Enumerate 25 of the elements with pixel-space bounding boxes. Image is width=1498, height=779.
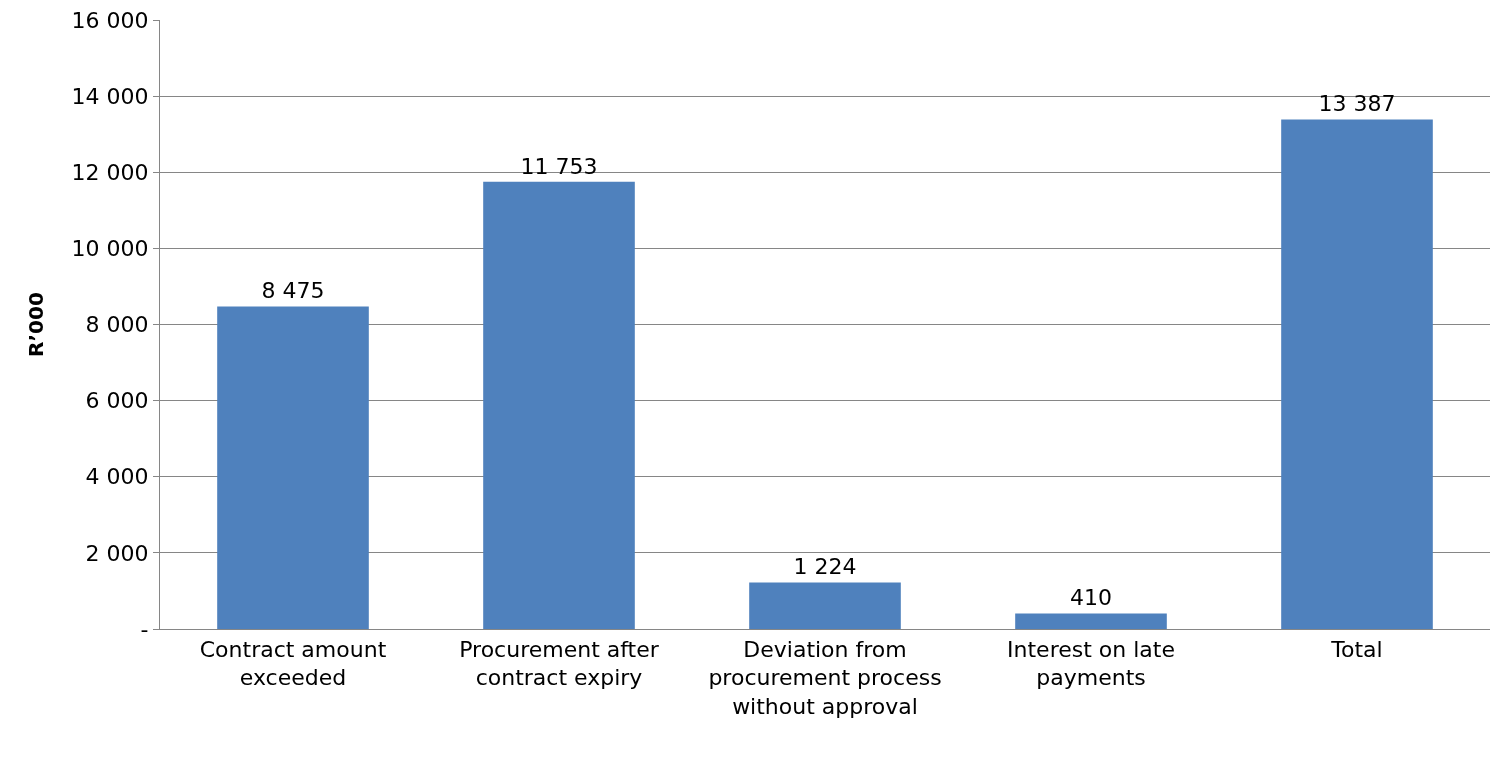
bar	[1281, 119, 1433, 629]
x-tick-label: Deviation from procurement process without approval	[708, 636, 942, 719]
bar	[749, 582, 901, 629]
x-tick-label: Total	[1330, 636, 1383, 662]
data-label: 1 224	[793, 554, 857, 580]
bar	[217, 306, 369, 629]
y-tick-label: 4 000	[85, 464, 149, 490]
y-tick-label: 16 000	[71, 7, 149, 33]
y-tick-label: -	[140, 616, 149, 642]
data-label: 11 753	[520, 153, 598, 179]
x-tick-label: Procurement after contract expiry	[459, 636, 660, 691]
y-tick-label: 6 000	[85, 388, 149, 414]
data-label: 410	[1070, 585, 1112, 611]
x-tick-label: Interest on late payments	[1007, 636, 1175, 691]
y-tick-label: 12 000	[71, 159, 149, 185]
data-label: 8 475	[261, 278, 325, 304]
x-tick-label: Contract amount exceeded	[199, 636, 387, 691]
y-tick-label: 8 000	[85, 312, 149, 338]
bar	[483, 181, 635, 629]
y-axis-title: R’000	[23, 292, 48, 357]
y-tick-label: 14 000	[71, 83, 149, 109]
y-tick-label: 2 000	[85, 540, 149, 566]
data-label: 13 387	[1318, 91, 1396, 117]
y-tick-label: 10 000	[71, 236, 149, 262]
bar	[1015, 613, 1167, 629]
